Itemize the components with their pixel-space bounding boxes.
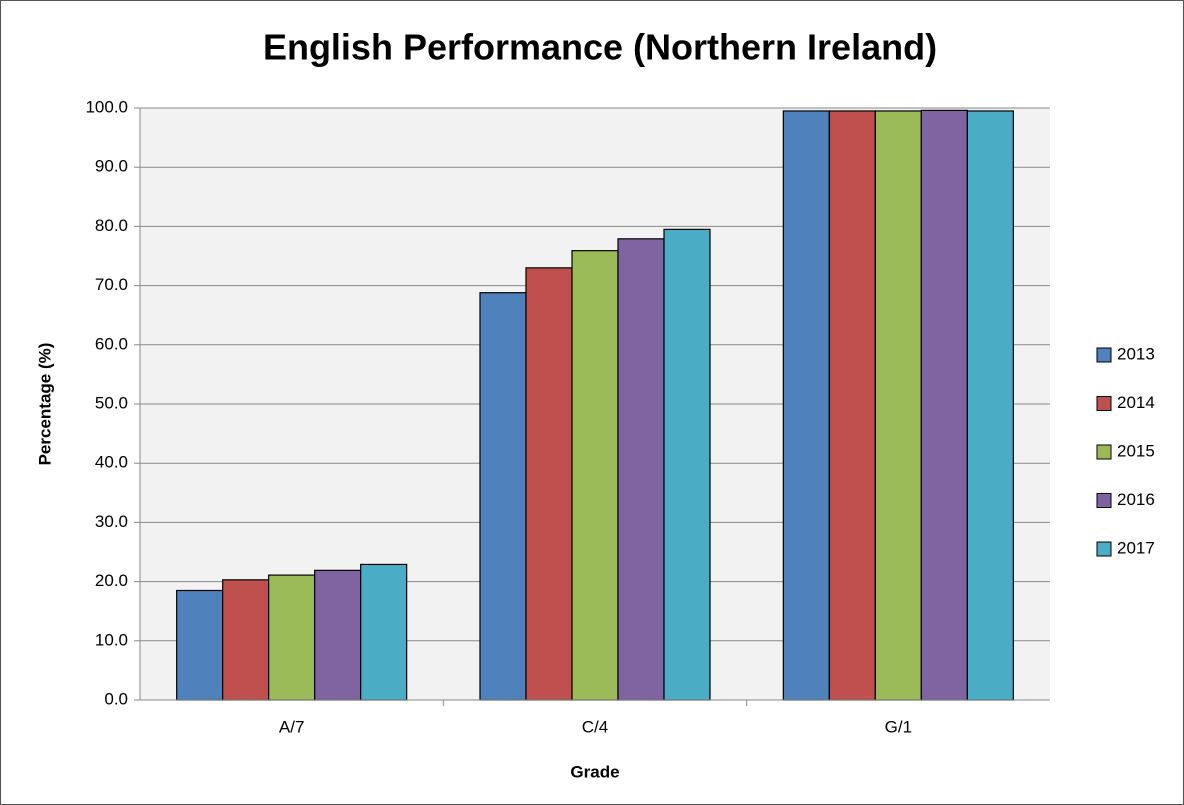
y-tick-label: 70.0 [95, 275, 128, 294]
legend-label: 2013 [1117, 344, 1155, 363]
y-tick-label: 40.0 [95, 453, 128, 472]
bar [571, 250, 619, 701]
legend-swatch [1096, 493, 1112, 508]
y-tick-label: 30.0 [95, 512, 128, 531]
bar [782, 110, 830, 701]
x-tick-label: C/4 [582, 717, 608, 736]
legend-label: 2017 [1117, 538, 1155, 557]
bar [176, 589, 224, 701]
legend-swatch [1096, 541, 1112, 557]
bar [314, 569, 362, 701]
bar [268, 574, 316, 701]
bar [479, 292, 527, 701]
bar [966, 110, 1014, 701]
bar [828, 110, 876, 701]
legend-swatch [1096, 347, 1112, 363]
legend-swatch [1096, 396, 1112, 411]
bar [617, 238, 665, 701]
y-tick-label: 50.0 [95, 393, 128, 412]
y-tick-label: 80.0 [95, 216, 128, 235]
x-axis-label: Grade [570, 762, 619, 781]
chart-title: English Performance (Northern Ireland) [263, 27, 937, 68]
bar [525, 267, 573, 701]
legend-label: 2014 [1117, 393, 1155, 412]
legend-label: 2015 [1117, 441, 1155, 460]
legend-label: 2016 [1117, 490, 1155, 509]
y-tick-label: 60.0 [95, 334, 128, 353]
y-tick-label: 90.0 [95, 157, 128, 176]
bar [874, 110, 922, 701]
y-tick-label: 10.0 [95, 630, 128, 649]
y-tick-label: 20.0 [95, 571, 128, 590]
x-tick-label: A/7 [279, 717, 305, 736]
x-tick-label: G/1 [885, 717, 912, 736]
y-axis-label: Percentage (%) [35, 343, 54, 466]
y-tick-label: 100.0 [85, 97, 128, 116]
bar [920, 109, 968, 701]
bar [222, 579, 270, 701]
bar [663, 228, 711, 701]
legend-swatch [1096, 444, 1112, 460]
bar [360, 563, 408, 701]
y-tick-label: 0.0 [104, 689, 128, 708]
